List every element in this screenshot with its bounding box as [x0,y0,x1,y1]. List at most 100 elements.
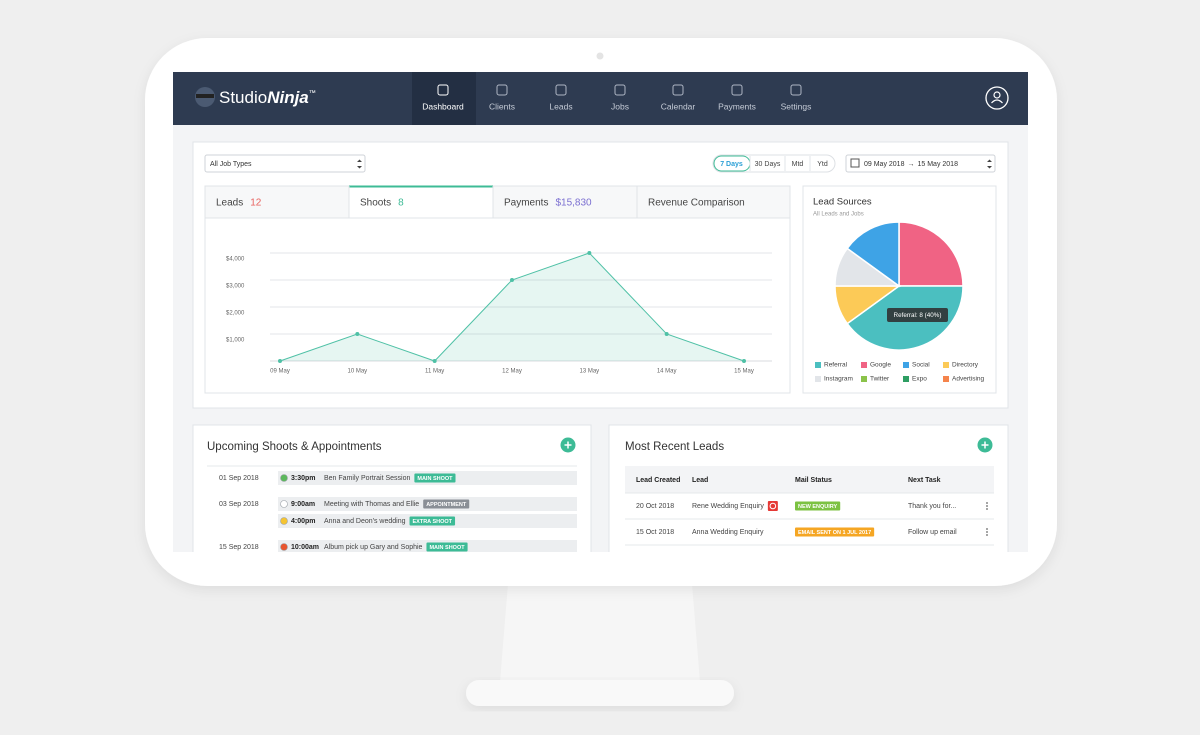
pie-tooltip: Referral: 8 (40%) [894,312,942,319]
legend-label: Referral [824,362,848,369]
table-column: Lead [692,477,708,484]
user-icon-head [993,91,1001,99]
nav-icon[interactable] [731,84,743,96]
pie-tooltip-bg [887,308,948,322]
nav-icon[interactable] [672,84,684,96]
legend-swatch [903,376,909,382]
status-dot [280,500,288,508]
brand-logo-mask [196,94,214,98]
camera [596,52,604,60]
appointment-tag [423,499,470,509]
legend-label: Advertising [952,376,985,383]
tab-active-bg [349,186,493,218]
add-icon [564,441,572,449]
range-button: Ytd [817,161,828,168]
legend-label: Expo [912,376,927,383]
mail-status-tag [795,501,841,511]
table-column: Mail Status [795,477,832,484]
legend-label: Directory [952,362,979,369]
legend-swatch [943,376,949,382]
upcoming-title: Upcoming Shoots & Appointments [207,441,382,453]
appointment-time: 3:30pm [291,475,316,482]
tab-label[interactable]: Payments [504,198,548,209]
status-dot [280,474,288,482]
row-menu-dot[interactable] [986,534,988,536]
user-icon[interactable] [985,86,1009,110]
nav-item: Clients [489,101,515,111]
row-menu-dot[interactable] [986,531,988,533]
table-column: Lead Created [636,477,680,484]
date-to: 15 May 2018 [917,161,958,168]
nav-item: Settings [781,101,812,111]
tab-count: 12 [250,198,262,209]
mail-status-tag [795,527,875,537]
nav-icon[interactable] [496,84,508,96]
y-tick-label: $3,000 [226,284,245,290]
range-button: 30 Days [755,161,781,168]
trademark: ™ [309,90,316,97]
pie-slice [898,221,964,287]
status-dot [280,543,288,551]
legend-label: Google [870,362,891,369]
tab-count: 8 [398,198,404,209]
select-caret [357,159,362,169]
mail-status: EMAIL SENT ON 1 JUL 2017 [798,530,871,536]
nav-icon[interactable] [614,84,626,96]
appointment-tag [414,473,456,483]
legend-label: Social [912,362,930,369]
brand-emphasis: Ninja [267,88,309,107]
appointment-tag-label: MAIN SHOOT [429,545,465,551]
appointment-tag [426,542,468,552]
date-range[interactable] [845,154,996,173]
point [432,359,437,363]
appointment-time: 9:00am [291,501,315,508]
date-from: 09 May 2018 [864,161,905,168]
appointment-tag-label: APPOINTMENT [426,502,467,508]
appointment-title: Anna and Deon's wedding [324,518,406,525]
user-icon-body [991,99,1003,104]
x-tick-label: 15 May [734,369,754,375]
lead-name[interactable]: Anna Wedding Enquiry [692,529,764,536]
point [278,359,282,363]
appointment-time: 4:00pm [291,518,316,525]
row-menu-dot[interactable] [986,528,988,530]
range-button: Mtd [792,161,804,168]
nav-item: Dashboard [422,101,464,111]
brand: StudioNinja™ [219,88,316,107]
x-tick-label: 09 May [270,369,290,375]
nav-item: Calendar [661,101,696,111]
appointment-tag [409,516,456,526]
y-tick-label: $1,000 [226,338,245,344]
x-tick-label: 13 May [579,369,599,375]
lead-name[interactable]: Rene Wedding Enquiry [692,503,764,510]
row-menu-dot[interactable] [986,508,988,510]
tab-count: $15,830 [555,198,592,209]
job-type-select[interactable] [204,154,366,173]
nav-icon[interactable] [790,84,802,96]
x-tick-label: 12 May [502,369,522,375]
appointment-title: Meeting with Thomas and Ellie [324,501,419,508]
legend-label: Instagram [824,376,853,383]
nav-item: Payments [718,101,756,111]
legend-swatch [903,362,909,368]
tab-label[interactable]: Revenue Comparison [648,198,745,209]
lead-created: 20 Oct 2018 [636,503,674,510]
tab-label[interactable]: Leads [216,198,243,209]
mail-status: NEW ENQUIRY [798,504,838,510]
date-range-text: 09 May 2018 → 15 May 2018 [864,161,958,168]
add-icon [981,441,989,449]
row-menu-dot[interactable] [986,502,988,504]
range-button: 7 Days [720,161,743,168]
tab-label[interactable]: Shoots [360,198,391,209]
legend-label: Twitter [870,376,890,383]
brand-text: Studio [219,88,267,107]
nav-icon[interactable] [437,84,449,96]
lead-created: 15 Oct 2018 [636,529,674,536]
appointment-tag-label: MAIN SHOOT [417,476,453,482]
y-tick-label: $4,000 [226,257,245,263]
row-menu-dot[interactable] [986,505,988,507]
leads-title: Most Recent Leads [625,441,724,453]
date-caret [987,159,992,169]
nav-icon[interactable] [555,84,567,96]
